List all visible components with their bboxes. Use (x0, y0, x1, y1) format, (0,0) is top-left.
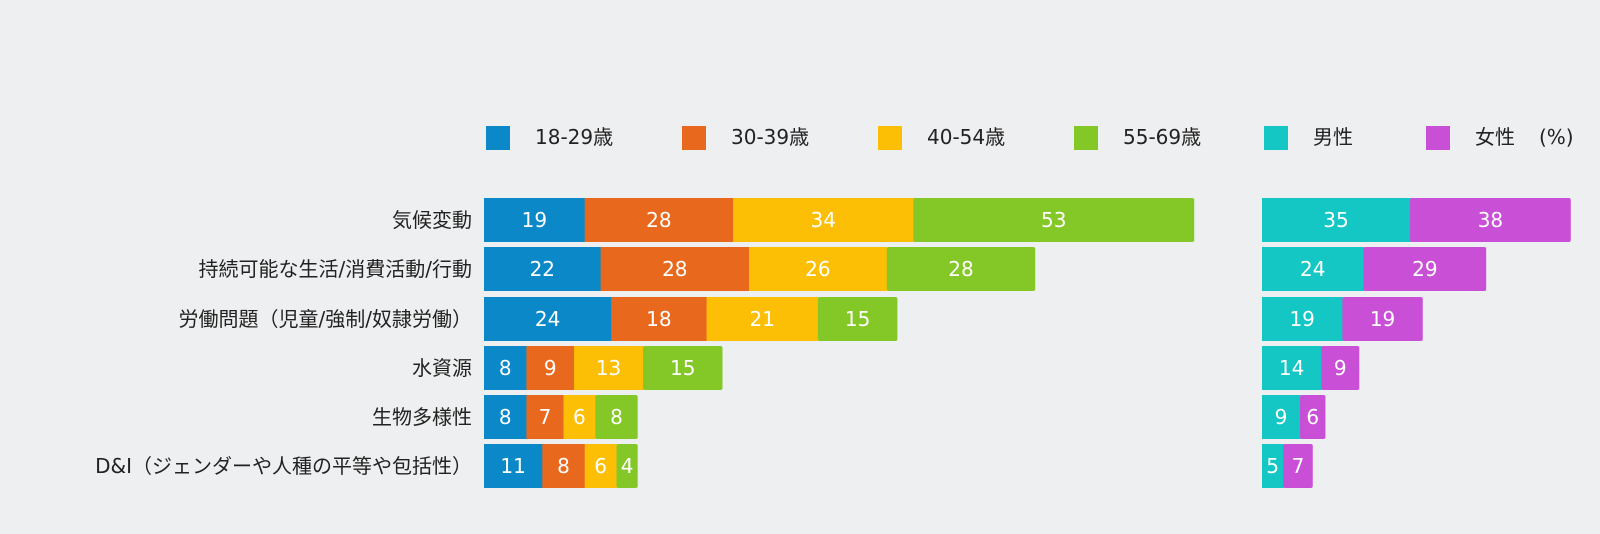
data-label: 19 (522, 208, 547, 232)
age-bar-segment (643, 346, 723, 390)
data-label: 14 (1279, 356, 1304, 380)
gender-bar-segment (1262, 297, 1343, 341)
data-label: 9 (1275, 405, 1288, 429)
age-bar-segment (733, 198, 914, 242)
legend-label: 30-39歳 (731, 125, 809, 149)
age-bar-segment (484, 395, 527, 439)
data-label: 6 (594, 454, 607, 478)
gender-bar-segment (1321, 346, 1360, 390)
data-label: 9 (544, 356, 557, 380)
data-label: 19 (1289, 307, 1314, 331)
category-label: 持続可能な生活/消費活動/行動 (199, 257, 472, 281)
gender-bar-segment (1410, 198, 1571, 242)
legend-label: 男性 (1313, 125, 1353, 149)
data-label: 6 (573, 405, 586, 429)
data-label: 28 (948, 257, 973, 281)
age-bar-segment (886, 247, 1036, 291)
age-bar-segment (706, 297, 819, 341)
age-bar-segment (913, 198, 1195, 242)
age-bar-segment (526, 395, 564, 439)
data-label: 28 (646, 208, 671, 232)
data-label: 7 (539, 405, 552, 429)
gender-bar-segment (1342, 297, 1423, 341)
legend-label: 18-29歳 (535, 125, 613, 149)
legend-label: 女性 (1475, 125, 1515, 149)
category-label: 生物多様性 (372, 405, 472, 429)
data-label: 13 (596, 356, 621, 380)
age-bar-segment (616, 444, 638, 488)
category-label: 気候変動 (392, 208, 472, 232)
age-bar-segment (574, 346, 644, 390)
age-bar-segment (484, 444, 543, 488)
gender-bar-segment (1300, 395, 1326, 439)
age-bar-segment (484, 346, 527, 390)
legend-swatch (878, 126, 902, 150)
legend-swatch (682, 126, 706, 150)
data-label: 8 (610, 405, 623, 429)
legend-label: 55-69歳 (1123, 125, 1201, 149)
age-bar-segment (542, 444, 586, 488)
legend-swatch (486, 126, 510, 150)
category-label: 労働問題（児童/強制/奴隷労働） (179, 307, 472, 331)
unit-label: (%) (1539, 125, 1574, 149)
legend-swatch (1264, 126, 1288, 150)
age-bar-segment (563, 395, 596, 439)
data-label: 7 (1292, 454, 1305, 478)
data-label: 28 (662, 257, 687, 281)
gender-bar-segment (1262, 346, 1322, 390)
data-label: 5 (1266, 454, 1279, 478)
data-label: 15 (845, 307, 870, 331)
data-label: 11 (500, 454, 525, 478)
age-bar-segment (484, 297, 612, 341)
age-bar-segment (584, 198, 734, 242)
age-bar-segment (584, 444, 617, 488)
data-label: 21 (750, 307, 775, 331)
data-label: 8 (499, 356, 512, 380)
data-label: 8 (557, 454, 570, 478)
legend: 18-29歳 30-39歳 40-54歳 55-69歳 男性 女性 (486, 125, 1515, 150)
age-bar-segment (595, 395, 638, 439)
legend-swatch (1426, 126, 1450, 150)
gender-bar-segment (1262, 444, 1284, 488)
category-label: D&I（ジェンダーや人種の平等や包括性） (95, 454, 472, 478)
gender-bar-segment (1363, 247, 1487, 291)
data-label: 29 (1412, 257, 1437, 281)
legend-swatch (1074, 126, 1098, 150)
data-label: 26 (805, 257, 830, 281)
age-bar-segment (611, 297, 708, 341)
gender-bar-segment (1262, 198, 1411, 242)
data-label: 19 (1370, 307, 1395, 331)
data-label: 22 (530, 257, 555, 281)
data-label: 4 (621, 454, 634, 478)
data-label: 24 (1300, 257, 1325, 281)
data-label: 18 (646, 307, 671, 331)
age-bar-segment (484, 247, 602, 291)
age-bar-segment (749, 247, 888, 291)
data-label: 9 (1334, 356, 1347, 380)
gender-bar-segment (1262, 247, 1365, 291)
data-label: 35 (1323, 208, 1348, 232)
data-label: 24 (535, 307, 560, 331)
data-label: 15 (670, 356, 695, 380)
data-label: 38 (1478, 208, 1503, 232)
age-bar-segment (600, 247, 750, 291)
legend-label: 40-54歳 (927, 125, 1005, 149)
data-label: 34 (810, 208, 835, 232)
age-bar-segment (817, 297, 898, 341)
category-label: 水資源 (412, 356, 472, 380)
gender-bar-segment (1283, 444, 1313, 488)
age-bar-segment (484, 198, 586, 242)
data-label: 53 (1041, 208, 1066, 232)
data-label: 6 (1306, 405, 1319, 429)
data-label: 8 (499, 405, 512, 429)
age-bar-segment (526, 346, 575, 390)
gender-bar-segment (1262, 395, 1301, 439)
